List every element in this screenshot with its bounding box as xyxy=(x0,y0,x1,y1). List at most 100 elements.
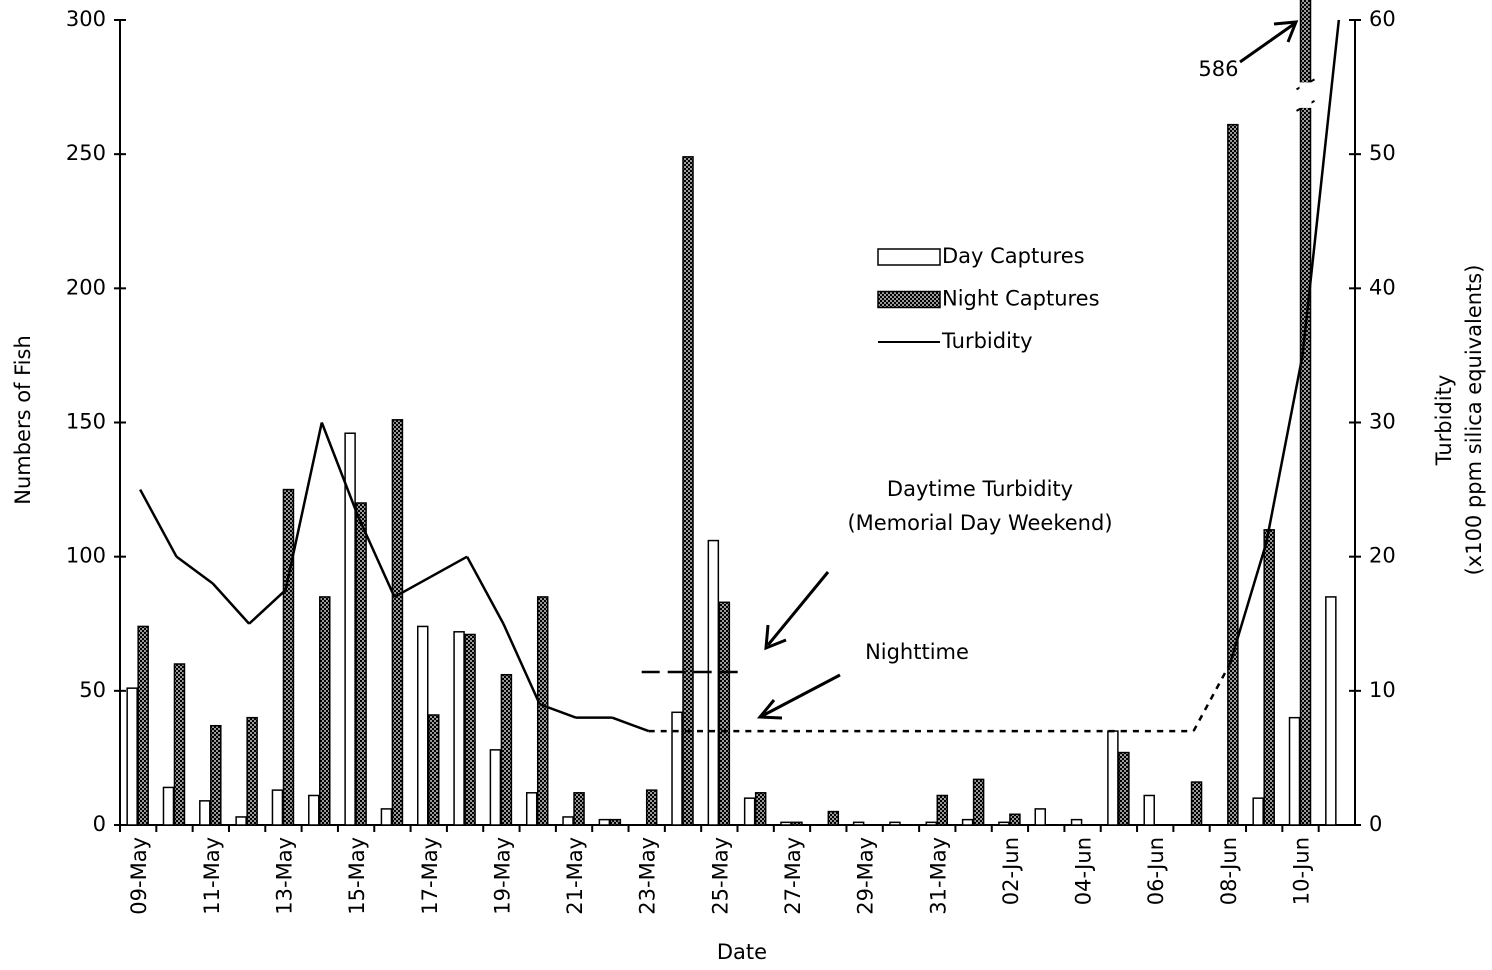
bar xyxy=(707,539,720,826)
turbidity-segment xyxy=(1192,663,1231,732)
turbidity-segment xyxy=(320,422,360,517)
bar xyxy=(936,794,949,826)
bar xyxy=(126,687,138,826)
bar xyxy=(682,156,694,826)
bar xyxy=(282,488,295,826)
turbidity-segment xyxy=(1264,355,1304,544)
y-tick-label: 100 xyxy=(66,544,106,568)
x-tick-label: 19-May xyxy=(490,837,514,915)
y-tick-label: 200 xyxy=(66,275,106,299)
turbidity-segment xyxy=(393,575,432,599)
bar xyxy=(173,663,186,826)
x-tick-label: 08-Jun xyxy=(1217,837,1241,905)
bar xyxy=(645,789,658,826)
y2-axis-title: (x100 ppm silica equivalents) xyxy=(1462,265,1486,576)
bar xyxy=(319,596,331,826)
arrow-head xyxy=(756,699,783,720)
x-tick-label: 04-Jun xyxy=(1072,837,1096,905)
turbidity-segment xyxy=(1228,542,1268,665)
annotation: Nighttime xyxy=(865,640,969,664)
bar xyxy=(391,419,404,826)
x-tick-label: 15-May xyxy=(345,837,369,915)
turbidity-segment xyxy=(356,515,396,598)
bar xyxy=(889,821,901,826)
bar xyxy=(1227,123,1239,826)
legend-swatch xyxy=(877,248,941,266)
bar xyxy=(453,631,465,826)
x-tick-label: 10-Jun xyxy=(1290,837,1314,905)
turbidity-segment xyxy=(211,582,251,625)
bar xyxy=(355,502,367,826)
bar xyxy=(235,816,247,826)
bar xyxy=(1034,808,1046,826)
bar xyxy=(1107,730,1119,826)
bar xyxy=(199,800,211,826)
bar xyxy=(271,789,284,826)
bar xyxy=(998,821,1010,826)
x-tick-label: 29-May xyxy=(854,837,878,915)
value-label: 586 xyxy=(1198,57,1238,81)
y-tick-label: 150 xyxy=(66,410,106,434)
bar xyxy=(1299,0,1312,826)
bar xyxy=(525,792,538,826)
x-tick-label: 13-May xyxy=(272,837,296,915)
y2-tick-label: 20 xyxy=(1369,544,1396,568)
bar xyxy=(754,792,767,826)
y2-tick-label: 40 xyxy=(1369,275,1396,299)
turbidity-segment xyxy=(465,556,505,625)
bar xyxy=(536,596,549,826)
legend-label: Day Captures xyxy=(942,244,1085,268)
bar xyxy=(1252,797,1264,826)
x-tick-label: 09-May xyxy=(127,837,151,915)
turbidity-segment xyxy=(1301,19,1341,356)
bar xyxy=(246,716,258,826)
turbidity-segment xyxy=(611,716,650,733)
bar xyxy=(344,432,356,826)
bar xyxy=(464,633,476,826)
bar xyxy=(718,601,731,826)
arrow-head xyxy=(1273,20,1299,43)
y-tick-label: 250 xyxy=(66,141,106,165)
turbidity-segment xyxy=(430,555,468,578)
bar xyxy=(489,749,502,826)
x-axis-title: Date xyxy=(717,940,767,964)
y2-tick-label: 50 xyxy=(1369,141,1396,165)
bar xyxy=(137,625,149,826)
x-tick-label: 25-May xyxy=(708,837,732,915)
bar xyxy=(380,808,393,826)
x-tick-label: 06-Jun xyxy=(1144,837,1168,905)
arrow xyxy=(761,673,841,718)
bar xyxy=(1009,813,1021,826)
bar xyxy=(210,724,222,826)
arrow-head xyxy=(764,624,787,651)
bar xyxy=(1325,596,1337,826)
bar xyxy=(598,818,611,826)
bar xyxy=(1143,794,1155,826)
turbidity-segment xyxy=(175,555,214,585)
y-tick-label: 50 xyxy=(79,678,106,702)
arrows xyxy=(756,20,1299,720)
x-tick-label: 11-May xyxy=(200,837,224,915)
bar xyxy=(162,786,175,826)
legend-label: Turbidity xyxy=(941,329,1033,353)
y2-tick-label: 10 xyxy=(1369,678,1396,702)
arrow xyxy=(766,571,830,646)
y-tick-label: 300 xyxy=(66,7,106,31)
turbidity-segment xyxy=(139,488,178,558)
y2-axis-title: Turbidity xyxy=(1432,375,1456,467)
bar xyxy=(308,794,320,826)
x-tick-label: 21-May xyxy=(563,837,587,915)
bar xyxy=(1190,781,1203,826)
x-tick-label: 17-May xyxy=(418,837,442,915)
y2-tick-label: 60 xyxy=(1369,7,1396,31)
bar xyxy=(417,625,429,826)
plot-area xyxy=(126,0,1341,826)
bar xyxy=(1288,716,1301,826)
bar xyxy=(500,673,513,826)
bar xyxy=(573,792,585,826)
y2-tick-label: 0 xyxy=(1369,812,1382,836)
bar xyxy=(780,821,792,826)
y-axis-title: Numbers of Fish xyxy=(11,335,35,505)
turbidity-segment xyxy=(248,589,287,625)
bar xyxy=(428,714,440,826)
